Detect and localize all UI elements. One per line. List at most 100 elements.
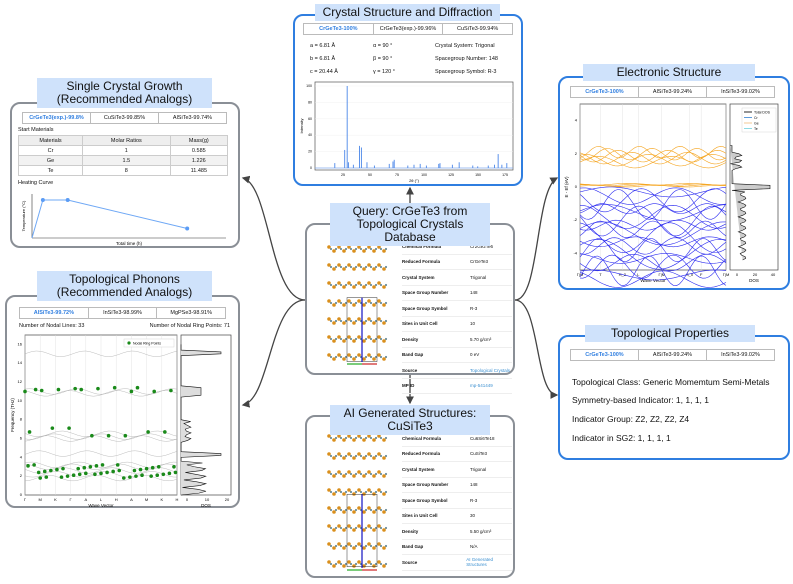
atom bbox=[369, 319, 373, 323]
angle-gamma: γ = 120 ° bbox=[373, 69, 395, 75]
nodal-ring-point bbox=[93, 472, 97, 477]
tab-1[interactable]: AlSiTe3-99.24% bbox=[639, 87, 707, 97]
nodal-ring-point bbox=[152, 389, 156, 394]
x-axis-label: 2θ (°) bbox=[409, 178, 419, 183]
tab-2[interactable]: CuSiTe3-99.94% bbox=[457, 26, 499, 32]
property-value[interactable]: mp-541449 bbox=[470, 383, 493, 389]
x-tick-label: Γ|M bbox=[658, 272, 665, 277]
atom bbox=[369, 544, 373, 548]
atom bbox=[354, 436, 358, 440]
x-tick-label: H bbox=[115, 497, 118, 502]
property-value: Trigonal bbox=[470, 274, 487, 280]
nodal-ring-point bbox=[132, 468, 137, 473]
cell: 0.585 bbox=[169, 145, 229, 156]
atom bbox=[329, 562, 333, 566]
ai-structure-image bbox=[327, 434, 388, 571]
nodal-ring-point bbox=[50, 426, 55, 430]
tab-0[interactable]: CrGeTe3(exp.)-99.8% bbox=[23, 113, 91, 123]
tab-1[interactable]: CuSiTe3-99.85% bbox=[91, 113, 159, 123]
property-key: Density bbox=[402, 528, 419, 534]
atom bbox=[384, 247, 388, 251]
energy-band bbox=[579, 153, 727, 167]
tab-1[interactable]: AlSiTe3-99.24% bbox=[639, 350, 707, 360]
property-row: Reduced Formula CrGeTe3 bbox=[402, 255, 512, 270]
atom bbox=[352, 285, 356, 289]
atom bbox=[369, 436, 373, 440]
atom bbox=[347, 524, 351, 528]
atom bbox=[339, 454, 343, 458]
atom bbox=[337, 263, 341, 267]
plot-frame bbox=[314, 81, 514, 171]
tab-2[interactable]: MgPSe3-98.91% bbox=[170, 310, 212, 316]
nodal-ring-point bbox=[23, 389, 27, 394]
atom bbox=[334, 301, 338, 305]
total-dos-curve bbox=[730, 145, 771, 261]
tab-2[interactable]: InSiTe3-99.02% bbox=[721, 89, 760, 95]
cell: Cr bbox=[17, 145, 84, 156]
x-tick-label: 100 bbox=[421, 173, 427, 177]
tab-0[interactable]: CrGeTe3-100% bbox=[571, 87, 639, 97]
atom bbox=[347, 299, 351, 303]
atom bbox=[334, 472, 338, 476]
atom bbox=[352, 510, 356, 514]
atom bbox=[364, 436, 368, 440]
legend bbox=[123, 338, 175, 348]
energy-band bbox=[579, 188, 727, 213]
energy-band bbox=[579, 270, 727, 288]
atom bbox=[344, 490, 348, 494]
nodal-ring-point bbox=[111, 469, 115, 474]
atom bbox=[329, 355, 333, 359]
y-axis-label: Temperature (°C) bbox=[21, 200, 26, 231]
atom bbox=[377, 317, 381, 321]
tab-2[interactable]: InSiTe3-99.02% bbox=[721, 352, 760, 358]
property-value[interactable]: Topological Crystals bbox=[470, 367, 511, 373]
atom bbox=[362, 546, 366, 550]
nodal-ring-point bbox=[61, 466, 65, 471]
dos-tick-label: 20 bbox=[753, 272, 758, 277]
property-row: Space Group Number 148 bbox=[402, 286, 512, 301]
atom bbox=[342, 285, 346, 289]
cell: 8 bbox=[82, 165, 171, 176]
atom bbox=[362, 456, 366, 460]
atom bbox=[339, 490, 343, 494]
atom bbox=[367, 542, 371, 546]
tab-0[interactable]: AlSiTe3-99.72% bbox=[20, 308, 89, 318]
energy-band bbox=[579, 149, 727, 163]
energy-band bbox=[579, 187, 727, 205]
property-row: Reduced Formula CuSiTe3 bbox=[402, 447, 512, 462]
atom bbox=[369, 508, 373, 512]
electronic-title: Electronic Structure bbox=[583, 64, 755, 81]
property-key: Chemical Formula bbox=[402, 243, 442, 249]
tab-1[interactable]: CrGeTe3(exp.)-99.96% bbox=[374, 24, 444, 34]
atom bbox=[334, 283, 338, 287]
atom bbox=[379, 526, 383, 530]
atom bbox=[362, 267, 366, 271]
crystal-structure-image bbox=[327, 245, 388, 365]
atom bbox=[352, 474, 356, 478]
atom bbox=[377, 335, 381, 339]
atom bbox=[327, 335, 331, 339]
tab-0[interactable]: CrGeTe3-100% bbox=[571, 350, 639, 360]
atom bbox=[364, 526, 368, 530]
phonon-branch bbox=[24, 450, 178, 457]
tab-0[interactable]: CrGeTe3-100% bbox=[304, 24, 374, 34]
atom bbox=[327, 470, 331, 474]
atom bbox=[332, 492, 336, 496]
property-value[interactable]: AI Generated Structures bbox=[466, 557, 493, 568]
atom bbox=[339, 544, 343, 548]
atom bbox=[347, 353, 351, 357]
legend-label: Nodal Ring Points bbox=[133, 342, 161, 346]
atom bbox=[372, 456, 376, 460]
atom bbox=[354, 319, 358, 323]
atom bbox=[334, 454, 338, 458]
nodal-ring-point bbox=[42, 469, 47, 474]
x-axis-label: Wave Vector bbox=[88, 503, 114, 507]
tab-2[interactable]: AlSiTe3-99.74% bbox=[172, 115, 213, 121]
atom bbox=[329, 436, 333, 440]
indicator-group: Indicator Group: Z2, Z2, Z2, Z4 bbox=[572, 414, 690, 424]
atom bbox=[339, 337, 343, 341]
tab-1[interactable]: InSiTe3-98.99% bbox=[89, 308, 158, 318]
cell: 1.5 bbox=[82, 155, 171, 166]
atom bbox=[372, 546, 376, 550]
atom bbox=[339, 355, 343, 359]
